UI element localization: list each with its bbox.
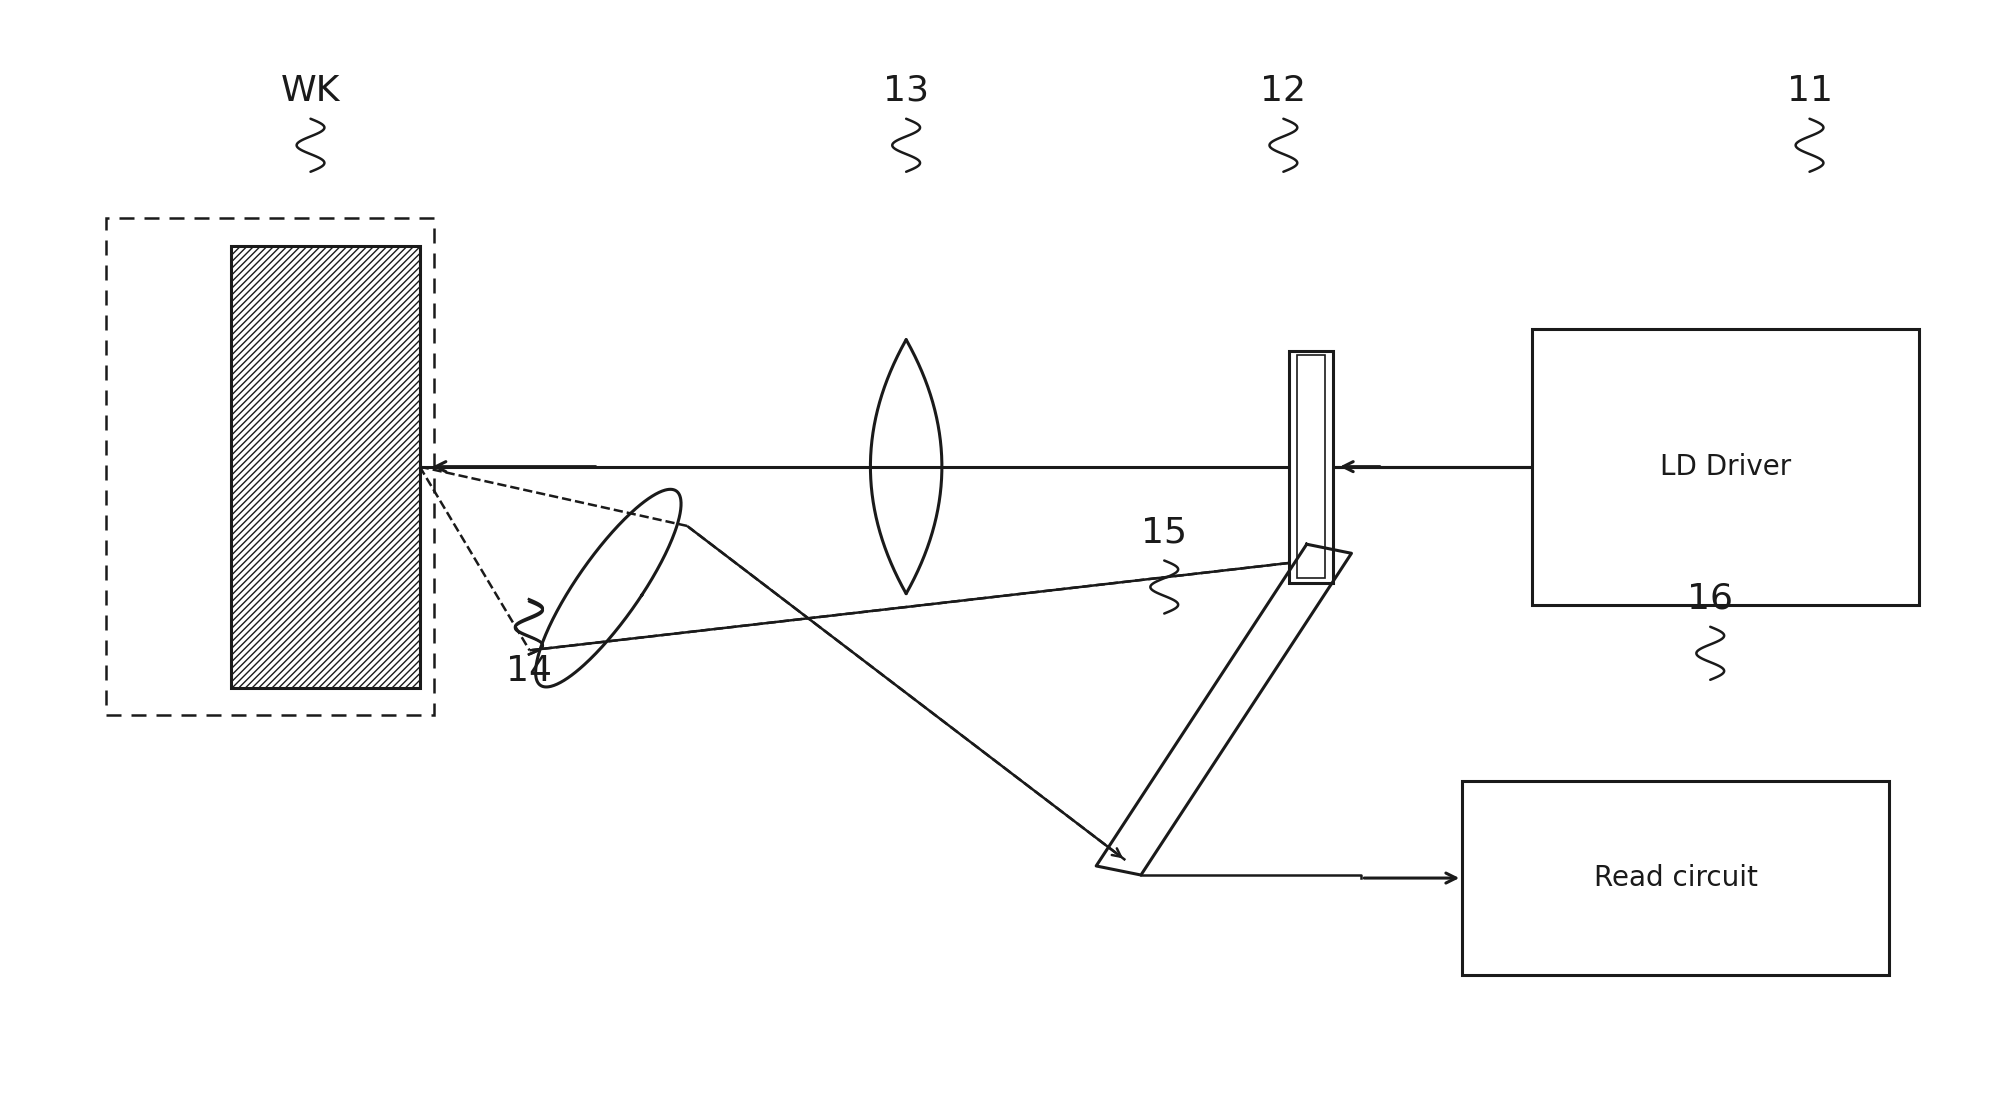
Text: 13: 13 [884, 73, 930, 108]
Text: LD Driver: LD Driver [1660, 453, 1790, 481]
Text: 12: 12 [1260, 73, 1306, 108]
Text: 16: 16 [1686, 582, 1734, 616]
Bar [1298, 355, 1326, 578]
Text: 14: 14 [506, 655, 552, 688]
Text: WK: WK [281, 73, 340, 108]
Text: 15: 15 [1141, 515, 1187, 549]
Bar [231, 245, 420, 687]
Bar [1290, 351, 1334, 583]
Bar [1531, 329, 1919, 605]
Bar [106, 219, 434, 715]
Text: 11: 11 [1786, 73, 1832, 108]
Text: Read circuit: Read circuit [1593, 864, 1758, 892]
Bar [1461, 781, 1889, 975]
